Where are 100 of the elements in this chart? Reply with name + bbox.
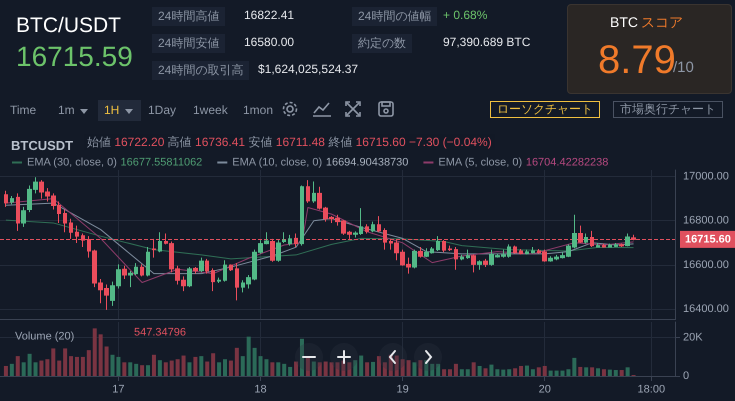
candlestick [614,242,618,248]
candlestick [412,249,417,269]
text: 16822.41 [244,8,294,22]
bar [460,369,464,376]
bar [158,360,162,376]
x-tick-label: 19 [396,384,409,396]
bar [324,362,328,376]
candlestick [217,277,221,284]
x-tick-label: 18:00 [638,384,666,396]
text: 24時間の取引高 [152,61,250,80]
text: BTC [610,14,638,30]
bar [10,364,14,376]
candlestick [223,260,227,282]
y-tick-label: 20K [683,331,704,344]
text: 16694.90438730 [326,156,408,168]
bar [74,356,79,376]
legend-label: EMA (30, close, 0) [27,156,117,168]
text: + 0.68% [443,8,488,22]
candlestick [436,236,440,252]
candlestick [471,254,476,273]
bar [400,359,405,376]
candlestick [312,180,316,204]
bar [578,366,582,376]
bar [110,354,114,376]
bar [472,362,476,376]
y-tick-label: 16800.00 [683,214,729,227]
ref-line-label: 16715.60 [685,233,731,246]
candlestick [371,221,375,233]
bar [258,356,263,376]
bar [22,362,26,376]
bar [140,365,144,376]
candlestick [466,249,470,260]
text: 1mon [243,103,274,118]
bar [572,358,576,376]
bar [560,370,564,376]
x-tick-label: 17 [112,384,125,396]
bar [270,362,274,376]
candlestick [513,245,517,254]
text: Time [10,103,36,118]
text: 1m [58,103,75,118]
candlestick [608,243,612,248]
bar [264,359,268,376]
annotation: 547.34796 [134,326,186,338]
candlestick [16,192,20,232]
bar [146,365,150,376]
text: 約定の数 [352,34,412,54]
bar [63,348,68,376]
candlestick [122,265,127,280]
candlestick [187,266,192,288]
x-tick-label: 20 [538,384,551,396]
candlestick [288,234,292,246]
bar [217,362,222,376]
candlestick [4,190,8,208]
text: 24時間高値 [152,7,226,26]
bar [484,368,488,376]
bar [187,362,192,376]
candlestick [602,243,606,248]
bar [442,369,446,376]
bar [223,359,227,376]
candlestick [460,254,464,261]
bar [548,370,553,376]
bar [602,369,606,376]
candlestick [294,233,298,248]
text: 24時間安値 [152,34,226,54]
candlestick [454,246,458,270]
bar [365,362,370,376]
bar [519,366,524,376]
bar [418,360,422,376]
bar [590,367,594,376]
candlestick [199,257,204,273]
bar [205,362,210,376]
candlestick [282,232,286,244]
text: 16715.59 [16,41,133,73]
bar [608,370,612,376]
bar [513,368,518,376]
bar [28,354,32,376]
legend-label: EMA (10, close, 0) [232,156,322,168]
text: 1week [193,103,228,118]
candlestick [531,246,535,254]
text: スコア [641,14,683,30]
bar [566,369,570,376]
text: 16722.20 [114,135,165,149]
candlestick [229,264,233,272]
candlestick [276,240,281,262]
text: 1H [98,100,142,122]
candlestick [418,246,423,258]
bar [495,369,500,376]
bar [234,348,239,376]
text: −7.30 (−0.04%) [408,135,492,149]
candlestick [140,264,144,277]
text: 16711.48 [276,135,326,149]
bar [330,362,334,376]
legend-label: EMA (5, close, 0) [438,156,522,168]
candlestick [63,208,67,233]
bar [176,359,180,376]
bar [16,356,20,376]
bar [412,362,416,376]
bar [39,360,44,376]
text: BTC/USDT [16,14,121,38]
text: 16715.60 [356,135,406,149]
